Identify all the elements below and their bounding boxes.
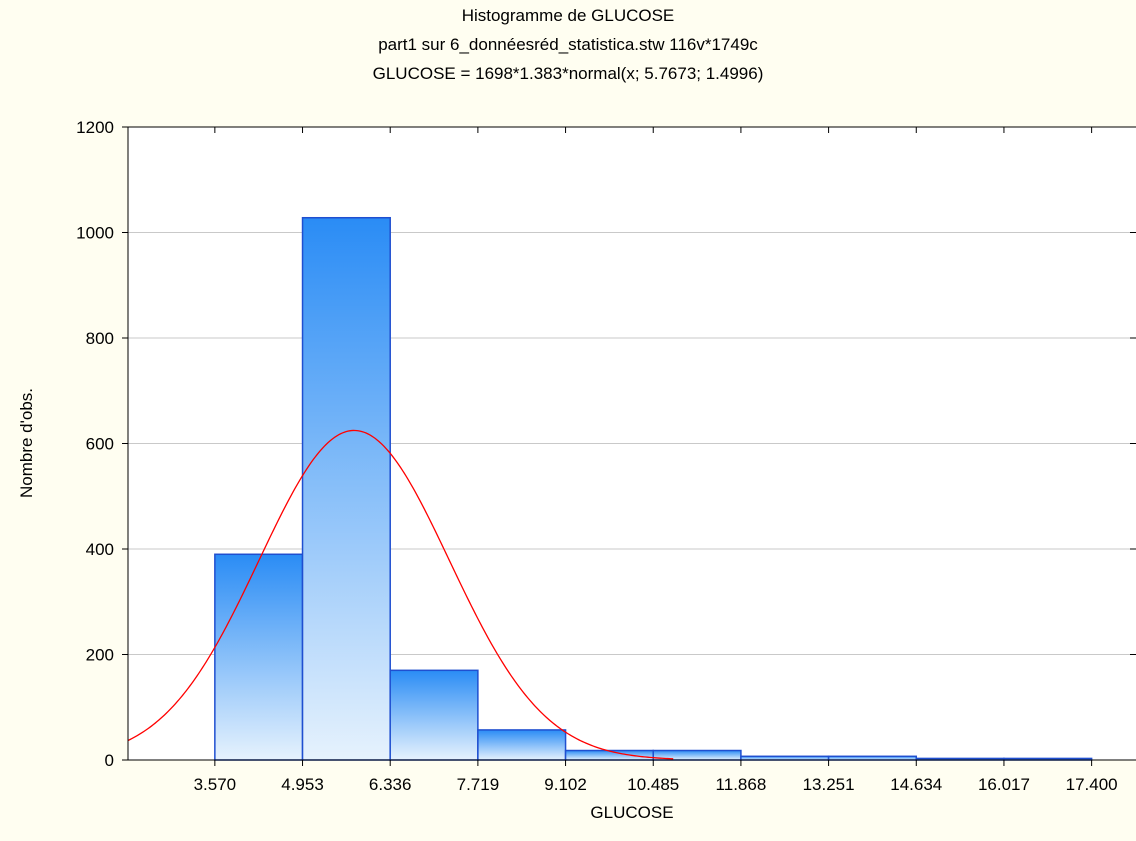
y-tick-label: 400	[86, 540, 114, 559]
histogram-bar	[389, 669, 479, 761]
y-axis-title: Nombre d'obs.	[17, 388, 36, 498]
x-tick-label: 9.102	[544, 775, 587, 794]
chart-subtitle: part1 sur 6_donnéesréd_statistica.stw 11…	[378, 35, 758, 54]
x-tick-label: 7.719	[457, 775, 500, 794]
histogram-bar	[740, 755, 830, 761]
x-tick-label: 16.017	[978, 775, 1030, 794]
y-tick-label: 600	[86, 435, 114, 454]
normal-fit-curve	[128, 429, 674, 760]
y-tick-label: 800	[86, 329, 114, 348]
x-tick-label: 14.634	[890, 775, 942, 794]
y-tick-label: 1000	[76, 224, 114, 243]
x-tick-label: 11.868	[716, 775, 767, 794]
x-tick-label: 6.336	[369, 775, 412, 794]
x-tick-label: 13.251	[803, 775, 855, 794]
fit-curve-line	[128, 429, 674, 760]
x-tick-label: 4.953	[281, 775, 324, 794]
x-tick-label: 3.570	[194, 775, 237, 794]
histogram-bars	[214, 216, 1093, 761]
histogram-bar	[477, 729, 567, 761]
y-tick-label: 0	[105, 751, 114, 770]
x-tick-label: 10.485	[627, 775, 679, 794]
y-tick-label: 200	[86, 646, 114, 665]
histogram-bar	[301, 216, 391, 761]
axes	[122, 126, 1136, 766]
y-tick-label: 1200	[76, 118, 114, 137]
histogram-bar	[214, 553, 304, 761]
histogram-bar	[827, 755, 918, 761]
x-axis-title: GLUCOSE	[590, 803, 673, 822]
chart-fit-formula: GLUCOSE = 1698*1.383*normal(x; 5.7673; 1…	[372, 64, 764, 83]
grid-lines	[128, 232, 1136, 655]
histogram-bar	[564, 749, 654, 761]
chart-title: Histogramme de GLUCOSE	[461, 6, 675, 25]
tick-labels: 0 200 400 600 800 1000 1200 3.570 4.953 6.336 7.71…	[76, 118, 1117, 794]
x-tick-label: 17.400	[1066, 775, 1118, 794]
